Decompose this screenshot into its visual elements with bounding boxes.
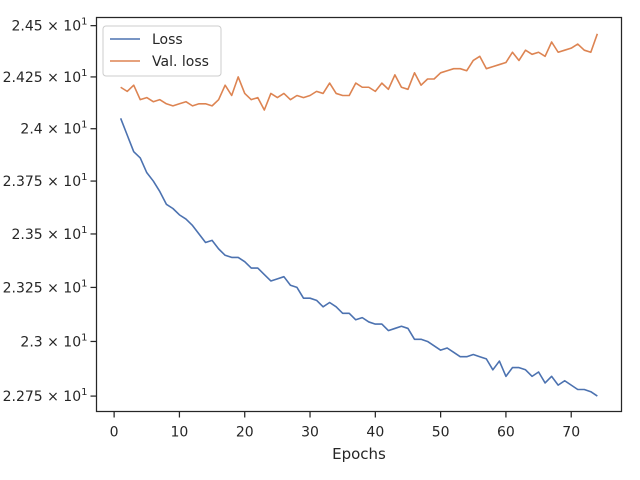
y-tick-label: 2.4 × 101 [20, 120, 87, 138]
y-tick-label: 2.35 × 101 [12, 225, 88, 243]
y-tick-label: 2.325 × 101 [3, 278, 88, 296]
y-axis: 2.275 × 101 2.3 × 101 2.325 × 101 2.35 × 10… [3, 17, 97, 405]
x-tick-label: 10 [171, 425, 189, 441]
x-tick-label: 0 [110, 425, 119, 441]
plot-lines [119, 33, 599, 397]
x-tick-label: 40 [366, 425, 384, 441]
x-axis-title: Epochs [332, 445, 386, 463]
plot-frame [95, 16, 623, 413]
x-tick-label: 70 [562, 425, 580, 441]
x-tick-label: 60 [497, 425, 515, 441]
legend-label-loss: Loss [152, 32, 183, 48]
y-tick-label: 2.375 × 101 [3, 172, 88, 190]
series-line-val-loss [120, 33, 599, 111]
y-tick-label: 2.45 × 101 [12, 17, 88, 35]
legend-label-val-loss: Val. loss [152, 54, 209, 70]
legend: Loss Val. loss [102, 25, 222, 77]
x-tick-label: 30 [301, 425, 319, 441]
y-tick-label: 2.275 × 101 [3, 387, 88, 405]
series-line-loss [119, 118, 598, 397]
x-axis: 0 10 20 30 40 50 60 70 [110, 411, 580, 441]
y-tick-label: 2.425 × 101 [3, 68, 88, 86]
y-tick-label: 2.3 × 101 [20, 332, 87, 350]
x-tick-label: 20 [236, 425, 254, 441]
x-tick-label: 50 [432, 425, 450, 441]
